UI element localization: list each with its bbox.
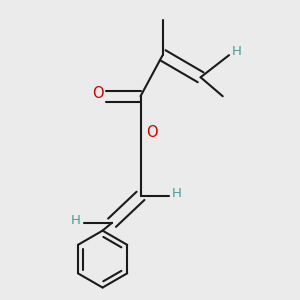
Text: H: H: [172, 187, 182, 200]
Text: H: H: [232, 46, 242, 59]
Text: O: O: [92, 85, 103, 100]
Text: O: O: [146, 125, 158, 140]
Text: H: H: [71, 214, 81, 227]
